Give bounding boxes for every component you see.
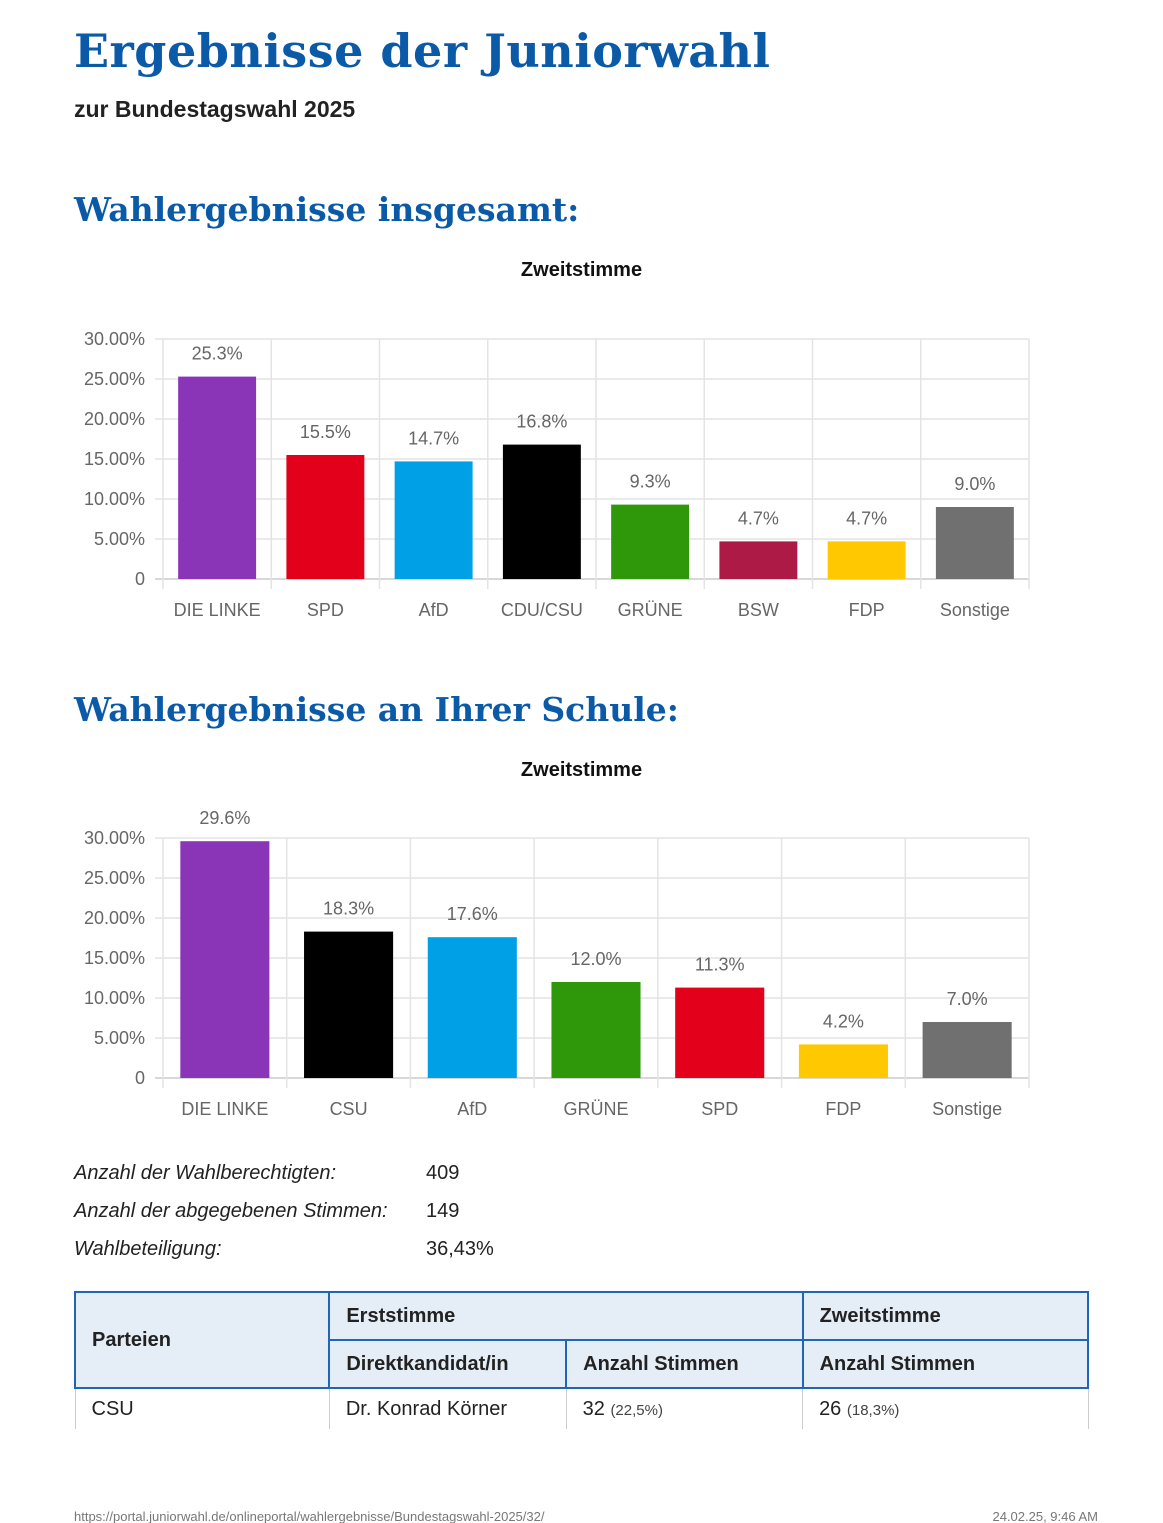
page-title: Ergebnisse der Juniorwahl [74,24,771,78]
results-table: Parteien Erststimme Zweitstimme Direktka… [73,1291,1090,1429]
cell-kandidat: Dr. Konrad Körner [328,1388,567,1429]
section-heading-overall: Wahlergebnisse insgesamt: [74,190,580,229]
x-tick-label: Sonstige [932,1099,1002,1119]
header-direktkandidat: Direktkandidat/in [328,1339,568,1389]
data-label: 18.3% [323,899,374,919]
data-label: 29.6% [199,808,250,828]
stat-value-eligible: 409 [426,1162,460,1184]
data-label: 9.3% [630,472,671,492]
bar-fdp [798,1044,888,1078]
data-label: 4.7% [846,508,887,528]
cell-zweit: 26 (18,3%) [802,1388,1089,1429]
data-label: 9.0% [954,474,995,494]
bar-sonstige [935,507,1014,579]
header-anzahl-erst: Anzahl Stimmen [565,1339,804,1389]
x-tick-label: SPD [307,600,344,620]
data-label: 25.3% [192,344,243,364]
bar-csu [304,931,394,1078]
x-tick-label: FDP [825,1099,861,1119]
chart-title-school: Zweitstimme [520,759,643,781]
stat-label-turnout: Wahlbeteiligung: [74,1238,222,1260]
data-label: 14.7% [408,428,459,448]
y-tick-label: 15.00% [84,948,145,968]
data-label: 11.3% [695,955,745,975]
data-label: 17.6% [447,904,498,924]
y-tick-label: 10.00% [84,489,145,509]
header-erststimme: Erststimme [328,1291,804,1341]
section-heading-school: Wahlergebnisse an Ihrer Schule: [74,690,679,729]
x-tick-label: SPD [701,1099,738,1119]
cell-partei: CSU [74,1388,330,1429]
zweit-count: 26 [819,1397,842,1420]
x-tick-label: DIE LINKE [181,1099,268,1119]
data-label: 7.0% [947,989,988,1009]
bar-gr-ne [551,982,641,1078]
bar-fdp [827,541,906,579]
bar-afd [427,937,517,1078]
x-tick-label: GRÜNE [618,600,683,620]
zweit-percent: (18,3%) [846,1401,900,1419]
stat-label-eligible: Anzahl der Wahlberechtigten: [74,1162,337,1184]
page-subtitle: zur Bundestagswahl 2025 [74,96,356,122]
chart-overall: 0 5.00% 10.00% 15.00% 20.00% 25.00% 30.00% 25.3… [84,329,1030,620]
y-tick-label: 25.00% [84,369,145,389]
bar-die-linke [178,376,257,579]
cell-erst: 32 (22,5%) [565,1388,804,1429]
x-tick-label: Sonstige [940,600,1010,620]
y-tick-label: 15.00% [84,449,145,469]
bar-afd [394,461,473,579]
x-tick-label: CDU/CSU [501,600,583,620]
bar-spd [286,455,365,579]
stat-value-votes: 149 [426,1200,460,1222]
y-tick-label: 0 [135,1068,145,1088]
data-label: 12.0% [570,949,621,969]
x-tick-label: CSU [330,1099,368,1119]
header-parteien: Parteien [73,1291,331,1389]
y-tick-label: 30.00% [84,828,145,848]
footer-datetime: 24.02.25, 9:46 AM [992,1509,1098,1523]
bar-die-linke [180,841,270,1078]
footer-url: https://portal.juniorwahl.de/onlineporta… [74,1509,545,1523]
x-tick-label: GRÜNE [563,1099,628,1119]
erst-count: 32 [582,1397,605,1420]
bar-sonstige [922,1022,1012,1078]
y-tick-label: 0 [135,569,145,589]
header-zweitstimme: Zweitstimme [801,1291,1090,1341]
y-tick-label: 5.00% [94,1028,145,1048]
data-label: 15.5% [300,422,351,442]
y-tick-label: 20.00% [84,409,145,429]
table-row: CSU Dr. Konrad Körner 32 (22,5%) 26 (18,… [74,1388,1089,1429]
x-tick-label: AfD [419,600,449,620]
x-tick-label: FDP [849,600,885,620]
data-label: 16.8% [516,412,567,432]
data-label: 4.7% [738,508,779,528]
x-tick-label: AfD [457,1099,487,1119]
y-tick-label: 25.00% [84,868,145,888]
stat-label-votes: Anzahl der abgegebenen Stimmen: [74,1200,388,1222]
bar-cdu-csu [502,444,581,579]
chart-title-overall: Zweitstimme [520,259,643,281]
y-tick-label: 30.00% [84,329,145,349]
bar-spd [675,987,765,1078]
stat-value-turnout: 36,43% [426,1238,494,1260]
header-anzahl-zweit: Anzahl Stimmen [801,1339,1090,1389]
y-tick-label: 5.00% [94,529,145,549]
data-label: 4.2% [823,1011,864,1031]
bar-bsw [719,541,798,579]
x-tick-label: BSW [738,600,779,620]
y-tick-label: 10.00% [84,988,145,1008]
y-tick-label: 20.00% [84,908,145,928]
x-tick-label: DIE LINKE [174,600,261,620]
bar-gr-ne [611,504,690,579]
erst-percent: (22,5%) [610,1401,663,1419]
chart-school: 0 5.00% 10.00% 15.00% 20.00% 25.00% 30.00% 29.6… [84,808,1030,1119]
